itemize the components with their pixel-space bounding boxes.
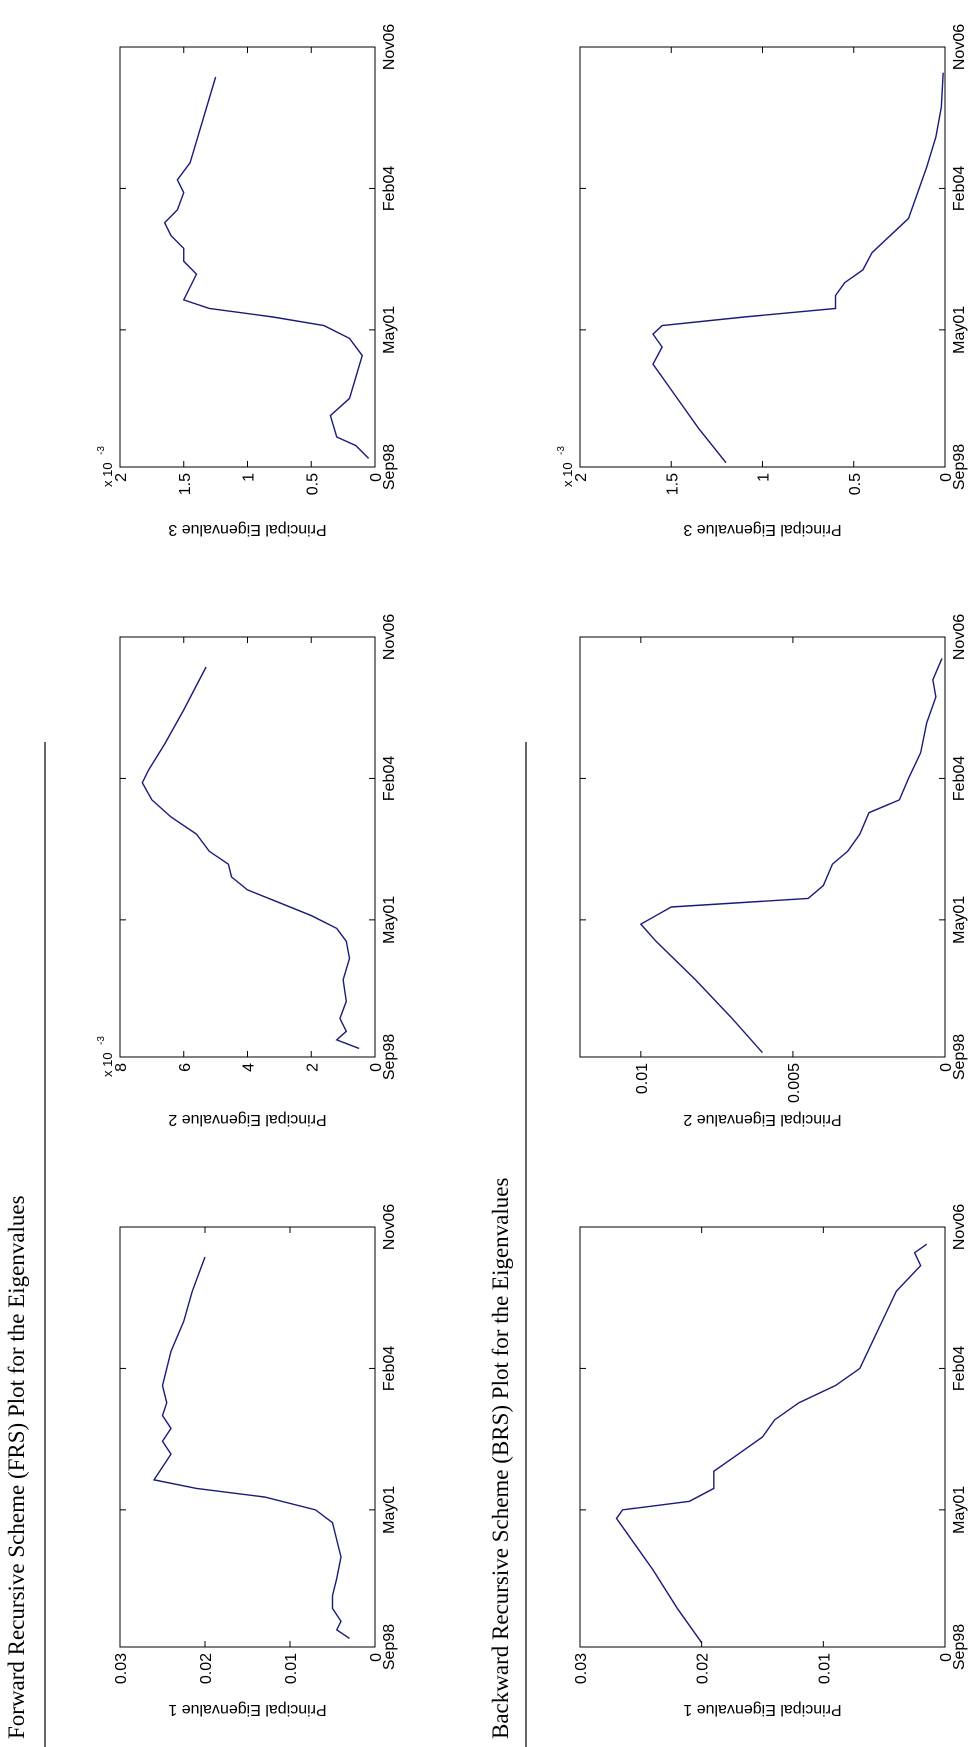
subplot: 0 0.5 1 1.5 2 Sep98 May01 Feb04 Nov06 Principal E… [556, 24, 968, 538]
x-tick-label: May01 [381, 306, 398, 354]
x-tick-label: Sep98 [951, 1034, 968, 1080]
data-line [615, 1243, 928, 1644]
y-tick-label: 4 [241, 1063, 258, 1072]
data-line [639, 658, 943, 1054]
y-tick-label: 0.5 [847, 473, 864, 495]
y-tick-label: 0.03 [113, 1653, 130, 1684]
y-tick-label: 1.5 [664, 473, 681, 495]
plot-area [119, 1226, 376, 1648]
x-tick-label: May01 [381, 896, 398, 944]
y-multiplier-exponent: -3 [96, 1036, 107, 1045]
subplot: 0 2 4 6 8 Sep98 May01 Feb04 Nov06 Principal Eigen… [96, 614, 398, 1128]
x-tick-label: Nov06 [381, 614, 398, 660]
plot-area [119, 636, 376, 1058]
section-title: Backward Recursive Scheme (BRS) Plot for… [488, 1178, 513, 1739]
y-axis-label: Principal Eigenvalue 3 [683, 521, 841, 538]
x-tick-label: Sep98 [381, 1624, 398, 1670]
y-multiplier-exponent: -3 [556, 446, 567, 455]
x-tick-label: Nov06 [951, 614, 968, 660]
y-tick-label: 8 [113, 1063, 130, 1072]
subplot: 0 0.005 0.01 Sep98 May01 Feb04 Nov06 Principal … [579, 614, 968, 1128]
y-axis-label: Principal Eigenvalue 2 [683, 1111, 841, 1128]
y-tick-label: 6 [177, 1063, 194, 1072]
y-tick-label: 0.02 [695, 1653, 712, 1684]
y-tick-label: 0.005 [786, 1063, 803, 1103]
plot-area [119, 46, 376, 468]
y-multiplier-exponent: -3 [96, 446, 107, 455]
plot-area [579, 636, 946, 1058]
y-tick-label: 0.03 [573, 1653, 590, 1684]
y-multiplier: x 10 [100, 1052, 115, 1077]
y-axis-label: Principal Eigenvalue 1 [683, 1701, 841, 1718]
x-tick-label: Feb04 [381, 166, 398, 211]
x-tick-label: May01 [951, 896, 968, 944]
x-tick-label: Nov06 [381, 1204, 398, 1250]
x-tick-label: Nov06 [951, 1204, 968, 1250]
y-axis-label: Principal Eigenvalue 3 [168, 521, 326, 538]
subplot: 0 0.5 1 1.5 2 Sep98 May01 Feb04 Nov06 Principal E… [96, 24, 398, 538]
section-title: Forward Recursive Scheme (FRS) Plot for … [4, 1195, 29, 1739]
y-tick-label: 1 [241, 473, 258, 482]
x-tick-label: Nov06 [951, 24, 968, 70]
x-tick-label: May01 [951, 306, 968, 354]
x-tick-label: Sep98 [381, 444, 398, 490]
y-tick-label: 0 [938, 1063, 955, 1072]
y-tick-label: 0.01 [816, 1653, 833, 1684]
subplot: 0 0.01 0.02 0.03 Sep98 May01 Feb04 Nov06 Princip… [113, 1204, 398, 1718]
x-tick-label: Nov06 [381, 24, 398, 70]
x-tick-label: Feb04 [951, 1346, 968, 1391]
x-tick-label: Feb04 [381, 756, 398, 801]
x-tick-label: Sep98 [381, 1034, 398, 1080]
data-line [652, 72, 944, 464]
x-tick-label: May01 [951, 1486, 968, 1534]
y-tick-label: 0.02 [198, 1653, 215, 1684]
y-tick-label: 0 [368, 1063, 385, 1072]
x-tick-label: Feb04 [951, 166, 968, 211]
data-line [141, 666, 360, 1050]
y-tick-label: 0 [368, 1653, 385, 1662]
y-tick-label: 0 [938, 473, 955, 482]
y-tick-label: 0 [368, 473, 385, 482]
y-tick-label: 0.01 [634, 1063, 651, 1094]
y-tick-label: 1 [756, 473, 773, 482]
y-tick-label: 0.5 [304, 473, 321, 495]
data-line [163, 76, 370, 459]
figure-body: Forward Recursive Scheme (FRS) Plot for … [4, 24, 968, 1747]
y-axis-label: Principal Eigenvalue 1 [168, 1701, 326, 1718]
y-tick-label: 0 [938, 1653, 955, 1662]
x-tick-label: Feb04 [951, 756, 968, 801]
y-tick-label: 2 [113, 473, 130, 482]
y-multiplier: x 10 [100, 462, 115, 487]
y-multiplier: x 10 [560, 462, 575, 487]
y-tick-label: 1.5 [177, 473, 194, 495]
data-line [152, 1256, 350, 1640]
x-tick-label: May01 [381, 1486, 398, 1534]
y-tick-label: 2 [304, 1063, 321, 1072]
y-tick-label: 0.01 [283, 1653, 300, 1684]
plot-area [579, 46, 946, 468]
y-tick-label: 2 [573, 473, 590, 482]
x-tick-label: Sep98 [951, 444, 968, 490]
subplot: 0 0.01 0.02 0.03 Sep98 May01 Feb04 Nov06 Princip… [573, 1204, 968, 1718]
y-axis-label: Principal Eigenvalue 2 [168, 1111, 326, 1128]
x-tick-label: Sep98 [951, 1624, 968, 1670]
x-tick-label: Feb04 [381, 1346, 398, 1391]
